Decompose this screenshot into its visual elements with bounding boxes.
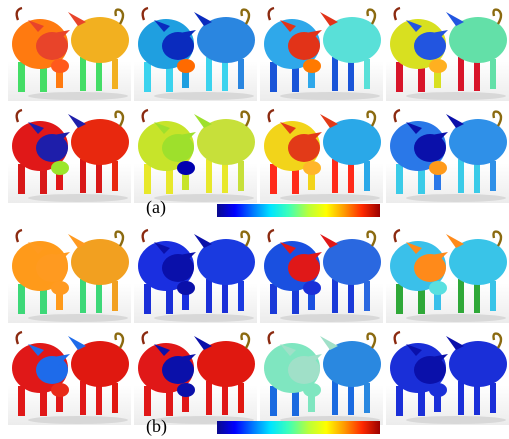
panel-b-pig-render-2: [134, 224, 257, 323]
panel-b-caption: (b): [146, 416, 167, 436]
panel-b-colorbar: [217, 421, 380, 434]
panel-b-pig-render-5: [8, 326, 131, 425]
panel-b-pig-render-3: [260, 224, 383, 323]
panel-a-pig-render-4: [386, 2, 509, 101]
panel-b-pig-render-4: [386, 224, 509, 323]
panel-b-pig-render-1: [8, 224, 131, 323]
panel-a-grid: [8, 2, 509, 203]
panel-b-grid: [8, 224, 509, 425]
panel-b-pig-render-7: [260, 326, 383, 425]
panel-a-pig-render-1: [8, 2, 131, 101]
panel-a-pig-render-2: [134, 2, 257, 101]
panel-a-pig-render-3: [260, 2, 383, 101]
panel-a-pig-render-6: [134, 104, 257, 203]
panel-b-pig-render-6: [134, 326, 257, 425]
panel-b-pig-render-8: [386, 326, 509, 425]
panel-a-colorbar: [217, 204, 380, 217]
panel-a-pig-render-7: [260, 104, 383, 203]
panel-a-pig-render-8: [386, 104, 509, 203]
panel-a-pig-render-5: [8, 104, 131, 203]
panel-a-caption: (a): [146, 197, 166, 217]
